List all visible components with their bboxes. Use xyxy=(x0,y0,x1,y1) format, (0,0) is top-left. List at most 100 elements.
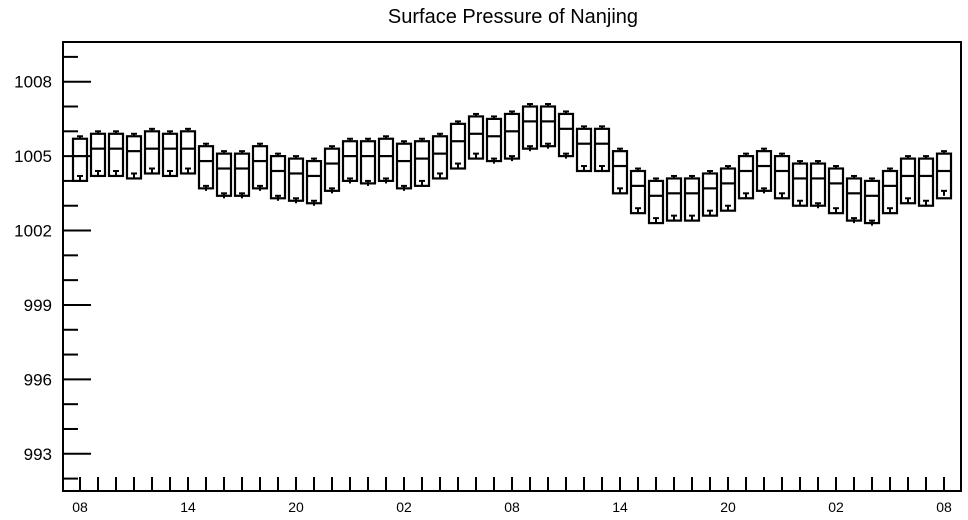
box-iqr xyxy=(665,177,683,222)
box-iqr xyxy=(899,157,917,205)
box xyxy=(323,145,341,194)
box-iqr xyxy=(413,140,431,187)
box-iqr xyxy=(431,135,449,180)
box-iqr xyxy=(701,172,719,217)
box-iqr xyxy=(773,155,791,200)
box-iqr xyxy=(629,169,647,215)
box xyxy=(701,169,719,217)
box-iqr xyxy=(575,127,593,173)
box-iqr xyxy=(809,162,827,207)
box xyxy=(593,125,611,173)
box-iqr xyxy=(647,179,665,225)
box-iqr xyxy=(845,177,863,222)
y-tick-label: 999 xyxy=(24,296,52,315)
box xyxy=(251,142,269,191)
box-iqr xyxy=(125,135,143,180)
box xyxy=(467,112,485,160)
box-iqr xyxy=(557,112,575,158)
box-iqr xyxy=(305,159,323,205)
x-tick-label: 20 xyxy=(720,499,736,515)
box-iqr xyxy=(611,150,629,195)
chart-title: Surface Pressure of Nanjing xyxy=(388,6,638,28)
box-iqr xyxy=(89,132,107,178)
box xyxy=(143,127,161,175)
box-iqr xyxy=(737,155,755,200)
box-iqr xyxy=(359,140,377,185)
x-tick-label: 14 xyxy=(612,499,628,515)
box xyxy=(413,137,431,187)
box-iqr xyxy=(179,130,197,175)
box-iqr xyxy=(215,152,233,197)
box xyxy=(737,152,755,200)
box xyxy=(539,103,557,149)
box xyxy=(809,160,827,209)
box-iqr xyxy=(161,132,179,178)
box-iqr xyxy=(287,157,305,202)
box-iqr xyxy=(593,127,611,173)
box xyxy=(719,165,737,212)
box xyxy=(107,130,125,178)
box xyxy=(755,147,773,194)
box xyxy=(287,155,305,204)
y-tick-label: 996 xyxy=(24,370,52,389)
x-axis: 08 14 20 02 08 14 20 02 08 xyxy=(72,477,952,515)
box xyxy=(503,110,521,162)
box xyxy=(863,177,881,226)
box-iqr xyxy=(323,147,341,192)
x-tick-label: 08 xyxy=(72,499,88,515)
box xyxy=(89,130,107,178)
box xyxy=(683,174,701,222)
box xyxy=(161,130,179,178)
box xyxy=(125,132,143,180)
box xyxy=(827,165,845,215)
x-tick-label: 08 xyxy=(936,499,952,515)
box-iqr xyxy=(269,155,287,200)
box-iqr xyxy=(377,137,395,183)
x-tick-label: 14 xyxy=(180,499,196,515)
box-iqr xyxy=(863,179,881,225)
box-series xyxy=(71,103,953,226)
box xyxy=(521,103,539,152)
box-iqr xyxy=(881,169,899,215)
box xyxy=(899,155,917,205)
box-iqr xyxy=(395,142,413,190)
box-iqr xyxy=(197,145,215,190)
box-iqr xyxy=(71,137,89,183)
box xyxy=(377,135,395,184)
box xyxy=(179,127,197,175)
plot-frame xyxy=(62,41,962,492)
box xyxy=(431,132,449,180)
box-iqr xyxy=(485,117,503,163)
box-iqr xyxy=(251,145,269,190)
box xyxy=(791,160,809,207)
y-tick-label: 993 xyxy=(24,445,52,464)
box-iqr xyxy=(467,115,485,160)
box xyxy=(71,135,89,183)
box xyxy=(773,152,791,200)
x-tick-label: 20 xyxy=(288,499,304,515)
box-iqr xyxy=(539,105,557,148)
box xyxy=(449,120,467,170)
x-tick-label: 02 xyxy=(828,499,844,515)
box-iqr xyxy=(683,177,701,222)
box xyxy=(557,110,575,159)
box xyxy=(935,150,953,200)
box-iqr xyxy=(233,152,251,197)
box xyxy=(845,174,863,224)
box xyxy=(917,155,935,207)
box xyxy=(485,115,503,164)
box-iqr xyxy=(107,132,125,178)
box-iqr xyxy=(791,162,809,207)
box-iqr xyxy=(449,122,467,170)
box xyxy=(881,167,899,215)
box xyxy=(395,140,413,191)
box-iqr xyxy=(521,105,539,150)
box xyxy=(575,125,593,173)
box-iqr xyxy=(341,140,359,183)
box xyxy=(665,174,683,222)
box xyxy=(269,152,287,201)
x-tick-label: 08 xyxy=(504,499,520,515)
box xyxy=(233,150,251,199)
y-tick-label: 1002 xyxy=(14,222,52,241)
